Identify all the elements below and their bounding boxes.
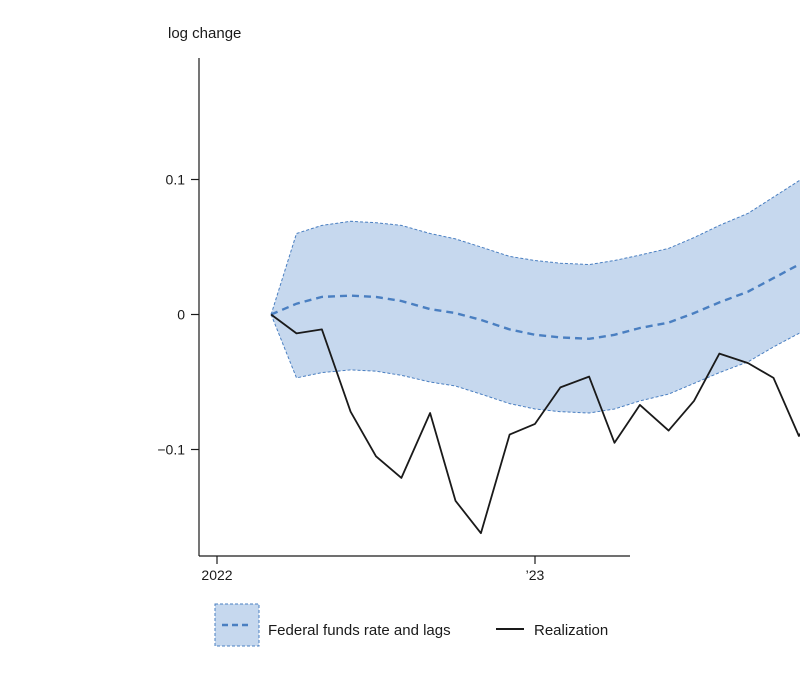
band-lower-edge <box>270 314 800 414</box>
series-line-realization <box>270 313 800 535</box>
band-upper-edge <box>270 179 800 315</box>
legend-label-realization: Realization <box>534 622 608 639</box>
series-line-federal-funds-rate <box>270 262 800 341</box>
legend: Federal funds rate and lags Realization <box>214 603 608 647</box>
y-tick-label: −0.1 <box>157 442 185 458</box>
legend-label-projection: Federal funds rate and lags <box>268 622 451 639</box>
y-axis-label: log change <box>168 25 241 42</box>
x-tick-label: ’23 <box>526 567 545 583</box>
confidence-band <box>271 180 800 413</box>
y-tick-label: 0 <box>177 307 185 323</box>
plot-area <box>270 179 800 535</box>
y-tick-label: 0.1 <box>166 172 186 188</box>
x-tick-label: 2022 <box>201 567 232 583</box>
